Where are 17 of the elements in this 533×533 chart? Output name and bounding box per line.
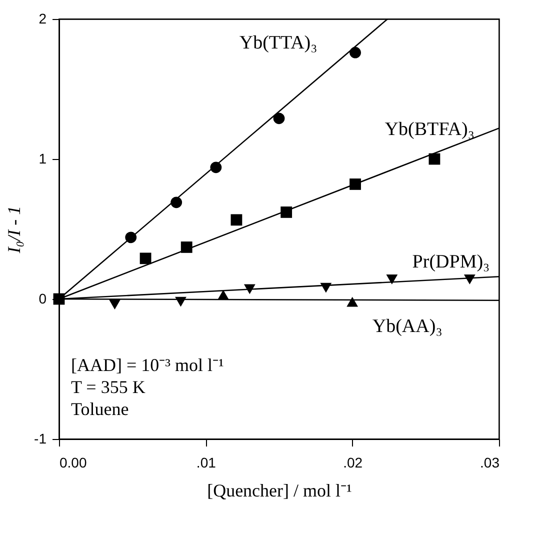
y-tick-label: -1 <box>34 430 47 446</box>
annotation: T = 355 K <box>71 377 146 397</box>
series-label: Yb(TTA)₃ <box>239 32 318 54</box>
x-tick-label: .01 <box>196 454 216 470</box>
annotation: Toluene <box>71 399 129 419</box>
y-tick-label: 1 <box>38 150 47 166</box>
y-tick-label: 0 <box>38 290 47 306</box>
x-tick-label: .02 <box>343 454 363 470</box>
x-tick-label: 0.00 <box>60 454 87 470</box>
x-tick-label: .03 <box>480 454 500 470</box>
x-axis-title: [Quencher] / mol l⁻¹ <box>207 480 352 500</box>
annotation: [AAD] = 10⁻³ mol l⁻¹ <box>71 355 224 375</box>
series-label: Yb(BTFA)₃ <box>384 119 474 140</box>
series-label: Pr(DPM)₃ <box>412 251 490 272</box>
y-tick-label: 2 <box>38 10 47 26</box>
series-label: Yb(AA)₃ <box>372 316 442 337</box>
y-axis-title: I₀/I - 1 <box>4 206 24 254</box>
